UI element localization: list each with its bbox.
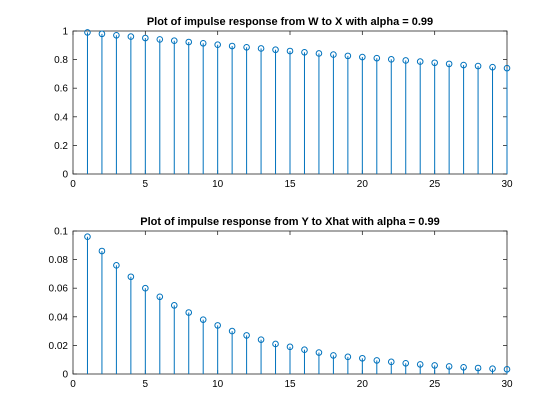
top-stem-marker [445,60,453,68]
bottom-stem-marker [98,247,106,255]
top-stem-marker [359,53,366,61]
bottom-stem-marker [445,363,453,370]
top-plot-title: Plot of impulse response from W to X wit… [147,16,433,28]
bottom-stem-marker [301,346,308,353]
top-stem-marker [286,47,294,55]
top-y-tick-label: 0.6 [54,84,68,95]
top-stem-marker [185,38,193,46]
bottom-stem-marker [257,336,265,343]
bottom-x-tick-label: 25 [429,379,441,390]
top-stem-marker [489,63,496,71]
bottom-stem-marker [489,365,496,373]
top-x-tick-label: 20 [357,179,369,190]
bottom-stem-marker [315,349,323,356]
top-stem-marker [315,50,323,57]
bottom-stem-marker [330,352,337,359]
bottom-x-tick-label: 5 [143,379,149,390]
top-stem-marker [272,46,279,54]
bottom-x-tick-label: 15 [284,379,296,390]
top-stem-marker [431,59,438,67]
top-stem-marker [243,44,250,51]
bottom-stem-marker [127,273,135,281]
bottom-stem-marker [359,354,366,362]
top-stem-plot: 0 5 10 15 20 25 30 0 0.2 0.4 0.6 0.8 1 Plot of impuls… [54,16,513,190]
bottom-x-tick-label: 30 [501,379,513,390]
bottom-stem-marker [228,327,236,335]
bottom-stem-marker [156,293,164,301]
top-y-tick-label: 0 [62,170,68,181]
bottom-y-tick-label: 0.1 [54,227,68,238]
top-x-tick-label: 15 [284,179,296,190]
top-stem-marker [344,52,352,60]
bottom-y-tick-label: 0.02 [49,341,69,352]
top-stem-marker [474,62,482,70]
top-stem-marker [257,45,265,52]
bottom-stem-marker [286,343,294,351]
top-stem-marker [214,41,221,49]
bottom-stem-marker [460,363,467,371]
bottom-stem-plot: 0 5 10 15 20 25 30 0 0.02 0.04 0.06 0.08 0.1 Plot of … [49,216,513,390]
top-stem-marker [170,37,178,45]
top-y-tick-label: 1 [62,27,68,38]
top-x-tick-label: 5 [143,179,149,190]
top-x-tick-label: 25 [429,179,441,190]
top-x-tick-label: 0 [70,179,76,190]
top-stem-marker [84,29,91,36]
top-stem-marker [228,42,236,50]
bottom-stem-marker [503,365,511,373]
bottom-stem-marker [185,309,193,316]
top-stem-marker [156,36,164,43]
top-stem-marker [373,54,381,62]
bottom-stem-marker [373,357,381,364]
bottom-x-tick-label: 0 [70,379,76,390]
top-stem-marker [402,57,410,64]
bottom-stem-marker [431,362,438,369]
bottom-stem-marker [243,332,250,339]
top-stem-marker [142,34,149,42]
bottom-y-tick-label: 0 [62,370,68,381]
bottom-stem-marker [199,316,207,323]
top-x-tick-label: 30 [501,179,513,190]
bottom-y-tick-label: 0.06 [49,284,69,295]
bottom-stem-marker [272,340,279,348]
bottom-y-tick-label: 0.08 [49,255,69,266]
top-stem-marker [387,56,395,63]
top-y-tick-label: 0.4 [54,112,68,123]
top-x-tick-label: 10 [212,179,224,190]
bottom-stem-marker [142,284,149,292]
top-stem-marker [416,58,424,65]
bottom-stem-marker [474,364,482,372]
bottom-stem-marker [84,233,91,241]
bottom-stem-marker [387,358,395,366]
top-y-tick-label: 0.8 [54,55,68,66]
bottom-stem-marker [344,353,352,361]
top-stem-marker [199,39,207,47]
bottom-stem-marker [113,262,120,269]
bottom-stem-marker [170,302,178,309]
bottom-stem-marker [416,361,424,368]
top-stem-marker [330,51,337,58]
top-stem-marker [503,64,511,72]
bottom-x-tick-label: 10 [212,379,224,390]
top-stem-marker [127,33,135,40]
top-stem-marker [113,31,120,39]
bottom-y-tick-label: 0.04 [49,312,69,323]
top-stem-marker [301,49,308,56]
bottom-stem-marker [214,322,221,329]
bottom-x-tick-label: 20 [357,379,369,390]
bottom-stem-marker [402,359,410,367]
top-y-tick-label: 0.2 [54,141,68,152]
top-stem-marker [98,30,106,38]
top-stem-marker [460,61,467,69]
bottom-plot-title: Plot of impulse response from Y to Xhat … [140,216,439,228]
